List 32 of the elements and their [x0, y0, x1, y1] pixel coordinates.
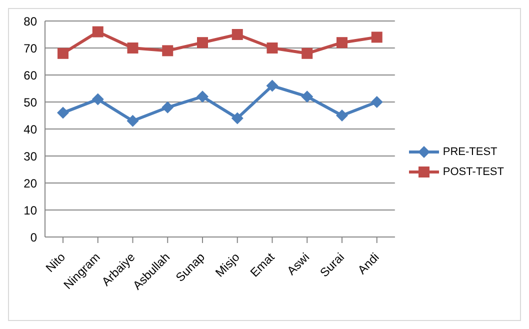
point	[57, 106, 69, 119]
y-tick-label: 10	[24, 203, 38, 218]
point	[266, 80, 278, 92]
point	[370, 96, 383, 108]
point	[92, 26, 104, 38]
point	[232, 29, 243, 40]
point	[162, 101, 174, 114]
point	[196, 90, 208, 103]
point	[336, 110, 348, 122]
point	[371, 32, 382, 43]
y-tick-label: 40	[24, 122, 38, 136]
y-tick-label: 80	[24, 14, 38, 28]
x-tick-label: Nito	[42, 250, 68, 276]
y-tick-label: 60	[24, 68, 38, 82]
y-tick-label: 20	[24, 176, 38, 190]
point	[302, 48, 313, 59]
point	[127, 42, 138, 54]
y-tick-label: 0	[30, 230, 38, 244]
point	[266, 42, 278, 54]
point	[92, 93, 104, 106]
point	[58, 48, 68, 59]
legend-label: PRE-TEST	[442, 146, 498, 158]
point	[197, 37, 208, 48]
point	[231, 112, 244, 124]
legend-label: POST-TEST	[442, 166, 504, 178]
point	[162, 45, 174, 56]
point	[301, 90, 314, 103]
y-tick-label: 70	[24, 41, 38, 56]
y-tick-label: 30	[24, 149, 38, 164]
y-tick-label: 50	[24, 95, 38, 110]
point	[126, 114, 139, 127]
point	[336, 37, 348, 48]
